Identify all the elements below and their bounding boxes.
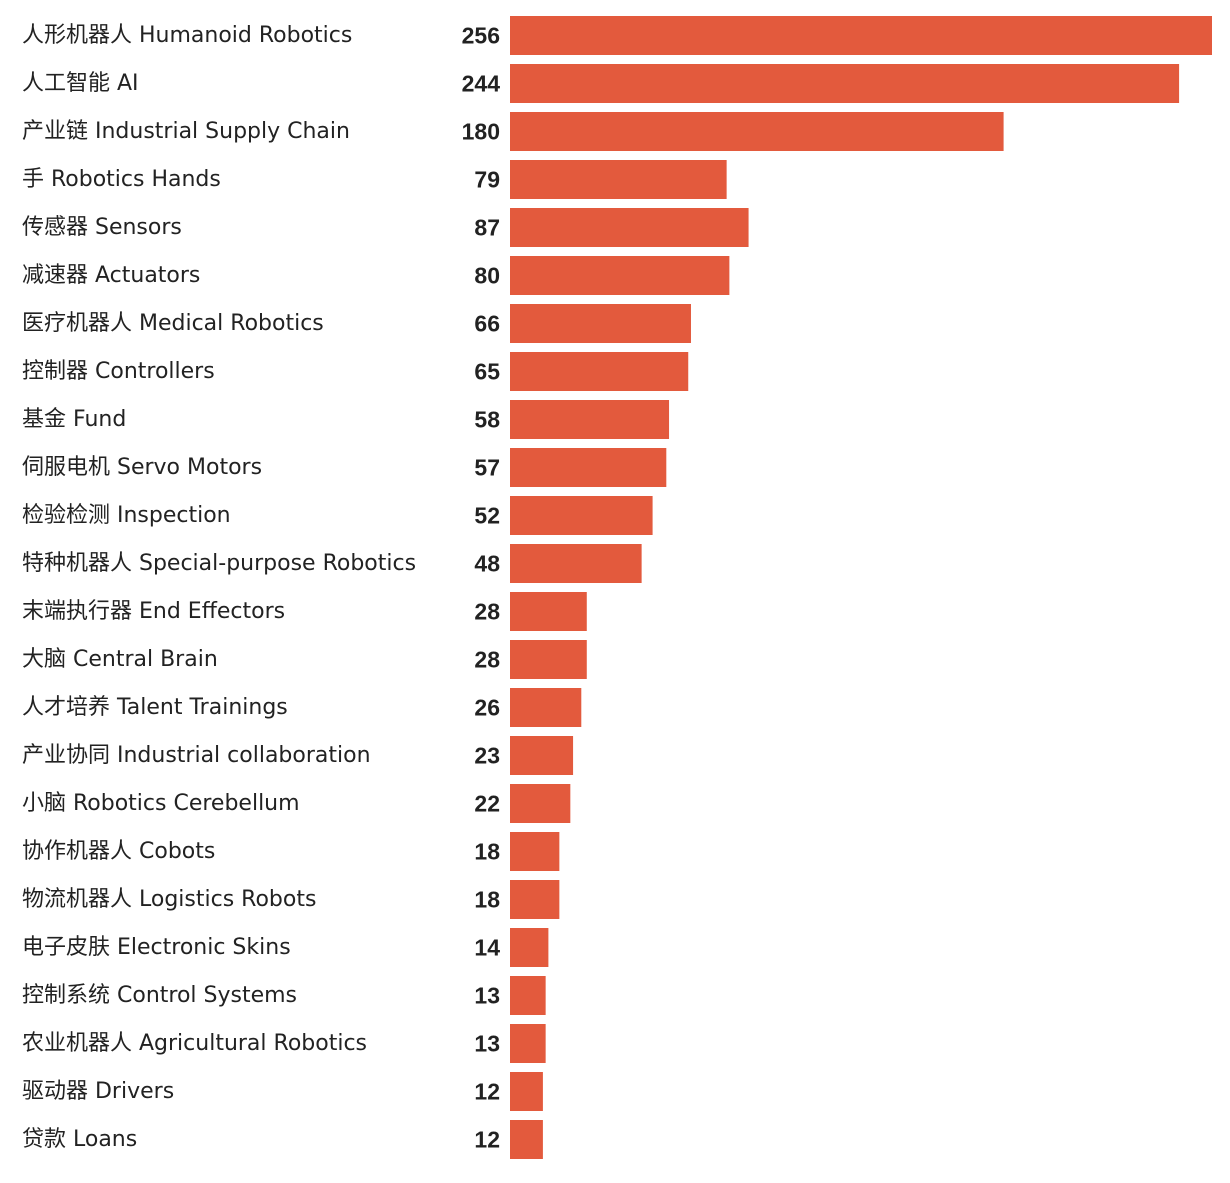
value-label: 58 (474, 407, 500, 433)
value-label: 66 (474, 311, 500, 337)
bar-row: 手 Robotics Hands 79 (22, 160, 727, 199)
category-label: 控制系统 Control Systems (22, 983, 297, 1008)
bar (510, 640, 587, 679)
category-label: 手 Robotics Hands (22, 167, 221, 192)
category-label: 产业链 Industrial Supply Chain (22, 119, 350, 144)
bar (510, 112, 1004, 151)
bar-row: 产业协同 Industrial collaboration 23 (22, 736, 574, 775)
bar (510, 784, 571, 823)
category-label: 特种机器人 Special-purpose Robotics (22, 551, 416, 576)
value-label: 80 (474, 263, 500, 289)
bar-row: 人形机器人 Humanoid Robotics 256 (22, 16, 1212, 55)
category-label: 基金 Fund (22, 407, 126, 432)
bar-row: 电子皮肤 Electronic Skins 14 (22, 928, 549, 967)
chart-rows: 人形机器人 Humanoid Robotics 256 人工智能 AI 244 产业链 … (22, 16, 1212, 1159)
bar-row: 协作机器人 Cobots 18 (22, 832, 560, 871)
category-label: 协作机器人 Cobots (22, 839, 215, 864)
category-label: 贷款 Loans (22, 1127, 137, 1152)
bar-row: 控制系统 Control Systems 13 (22, 976, 546, 1015)
bar-row: 人才培养 Talent Trainings 26 (22, 688, 582, 727)
category-label: 驱动器 Drivers (22, 1079, 174, 1104)
category-label: 小脑 Robotics Cerebellum (22, 791, 300, 816)
category-label: 医疗机器人 Medical Robotics (22, 311, 324, 336)
bar-row: 农业机器人 Agricultural Robotics 13 (22, 1024, 546, 1063)
value-label: 87 (474, 215, 500, 241)
category-label: 检验检测 Inspection (22, 503, 231, 528)
bar (510, 64, 1180, 103)
value-label: 13 (474, 983, 500, 1009)
category-label: 人形机器人 Humanoid Robotics (22, 23, 352, 48)
value-label: 28 (474, 647, 500, 673)
value-label: 57 (474, 455, 500, 481)
bar (510, 496, 653, 535)
bar (510, 688, 582, 727)
category-label: 电子皮肤 Electronic Skins (22, 935, 291, 960)
bar-row: 医疗机器人 Medical Robotics 66 (22, 304, 691, 343)
bar-row: 检验检测 Inspection 52 (22, 496, 653, 535)
bar (510, 208, 749, 247)
category-label: 末端执行器 End Effectors (22, 599, 285, 624)
value-label: 79 (474, 167, 500, 193)
category-label: 农业机器人 Agricultural Robotics (22, 1031, 367, 1056)
value-label: 22 (474, 791, 500, 817)
bar (510, 880, 560, 919)
bar-row: 控制器 Controllers 65 (22, 352, 689, 391)
bar (510, 928, 549, 967)
value-label: 13 (474, 1031, 500, 1057)
category-label: 大脑 Central Brain (22, 647, 218, 672)
bar-row: 驱动器 Drivers 12 (22, 1072, 543, 1111)
category-label: 减速器 Actuators (22, 263, 200, 288)
bar-row: 传感器 Sensors 87 (22, 208, 749, 247)
bar (510, 16, 1212, 55)
bar (510, 1024, 546, 1063)
bar (510, 736, 574, 775)
category-label: 人才培养 Talent Trainings (22, 695, 288, 720)
value-label: 180 (462, 119, 500, 145)
category-label: 传感器 Sensors (22, 215, 182, 240)
value-label: 65 (474, 359, 500, 385)
bar-row: 基金 Fund 58 (22, 400, 670, 439)
category-label: 产业协同 Industrial collaboration (22, 743, 371, 768)
value-label: 26 (474, 695, 500, 721)
bar-row: 产业链 Industrial Supply Chain 180 (22, 112, 1004, 151)
bar (510, 352, 689, 391)
value-label: 23 (474, 743, 500, 769)
value-label: 12 (474, 1127, 500, 1153)
bar-row: 末端执行器 End Effectors 28 (22, 592, 587, 631)
value-label: 48 (474, 551, 500, 577)
value-label: 244 (462, 71, 501, 97)
bar (510, 160, 727, 199)
bar (510, 304, 691, 343)
bar (510, 1120, 543, 1159)
value-label: 28 (474, 599, 500, 625)
value-label: 52 (474, 503, 500, 529)
bar-row: 减速器 Actuators 80 (22, 256, 730, 295)
bar-row: 大脑 Central Brain 28 (22, 640, 587, 679)
category-label: 控制器 Controllers (22, 359, 215, 384)
value-label: 18 (474, 839, 500, 865)
category-label: 伺服电机 Servo Motors (22, 455, 262, 480)
bar (510, 832, 560, 871)
value-label: 12 (474, 1079, 500, 1105)
bar (510, 400, 670, 439)
bar-row: 人工智能 AI 244 (22, 64, 1180, 103)
category-label: 物流机器人 Logistics Robots (22, 887, 316, 912)
bar-row: 贷款 Loans 12 (22, 1120, 543, 1159)
category-label: 人工智能 AI (22, 71, 139, 96)
value-label: 18 (474, 887, 500, 913)
bar-row: 小脑 Robotics Cerebellum 22 (22, 784, 571, 823)
bar-row: 伺服电机 Servo Motors 57 (22, 448, 667, 487)
bar (510, 448, 667, 487)
value-label: 14 (474, 935, 500, 961)
bar (510, 592, 587, 631)
bar-row: 特种机器人 Special-purpose Robotics 48 (22, 544, 642, 583)
bar (510, 256, 730, 295)
bar (510, 544, 642, 583)
bar (510, 1072, 543, 1111)
value-label: 256 (462, 23, 500, 49)
bar-row: 物流机器人 Logistics Robots 18 (22, 880, 560, 919)
bar (510, 976, 546, 1015)
